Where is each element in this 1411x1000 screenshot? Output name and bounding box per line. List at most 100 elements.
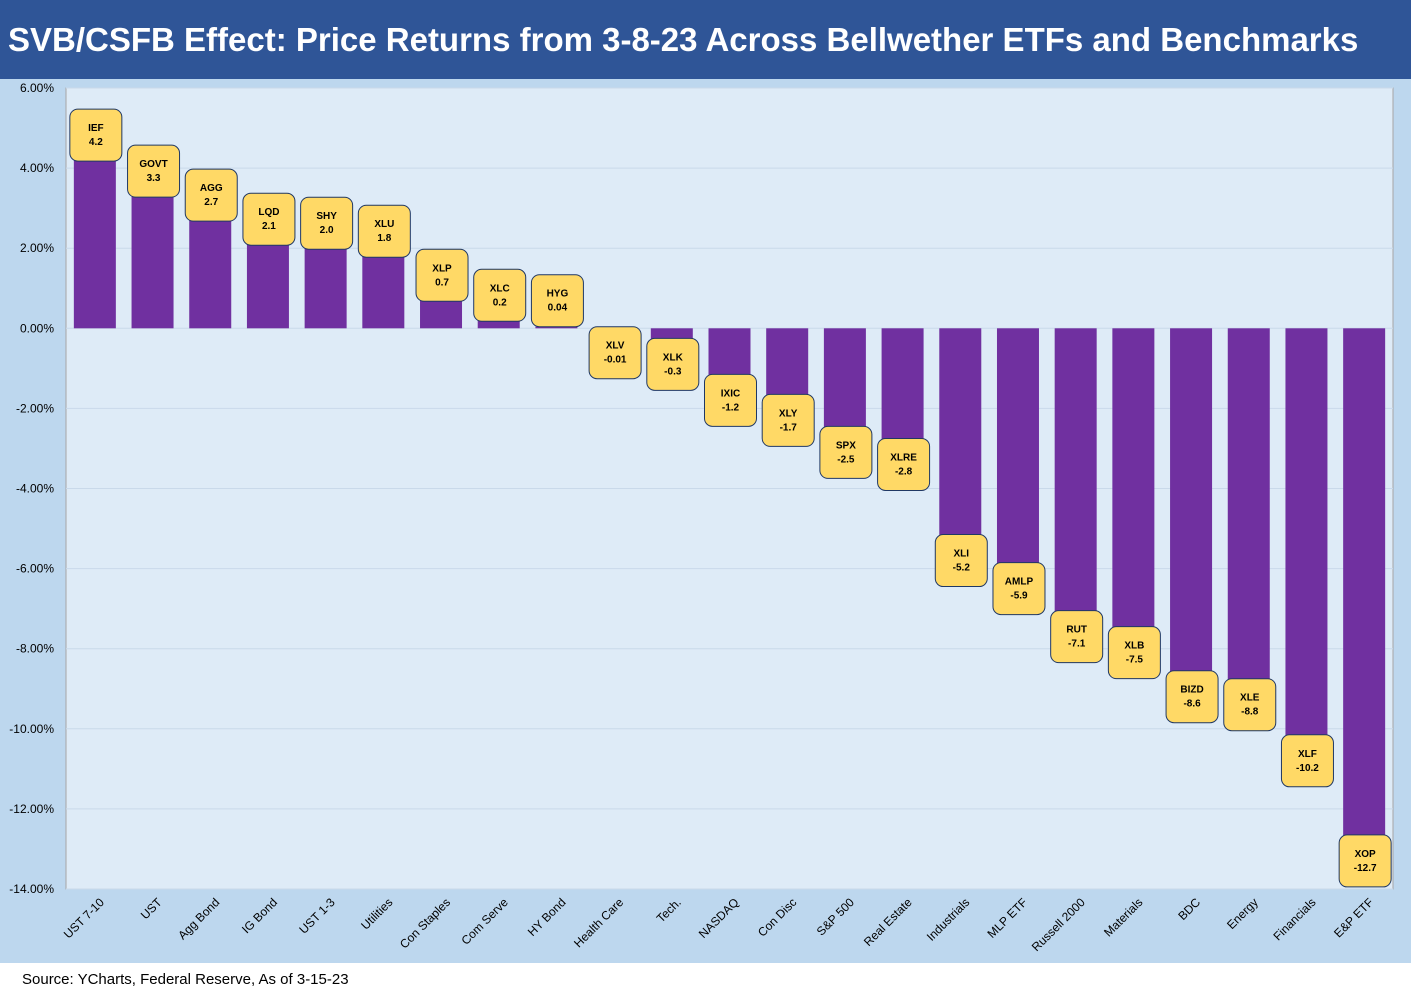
x-category-label: UST [138,895,165,922]
data-label-value: -0.3 [664,366,682,377]
chart-title: SVB/CSFB Effect: Price Returns from 3-8-… [0,0,1411,79]
y-tick-label: -14.00% [9,882,54,896]
x-category-label: MLP ETF [985,895,1031,941]
data-label-value: 2.7 [204,197,218,208]
x-category-label: Real Estate [861,895,915,949]
data-label-box [357,204,411,258]
data-label-value: 0.2 [493,297,507,308]
data-label-box [877,437,931,491]
bar [73,160,116,329]
data-label-ticker: RUT [1066,625,1087,636]
bar [1112,328,1155,629]
x-category-label: HY Bond [525,895,569,939]
x-category-label: Materials [1101,895,1145,939]
x-category-label: S&P 500 [814,895,857,938]
x-category-label: Industrials [924,895,973,944]
data-label-ticker: AMLP [1005,577,1034,588]
bar [823,328,866,429]
data-label-ticker: XLC [490,283,510,294]
y-tick-label: -12.00% [9,802,54,816]
data-label-box [1223,678,1277,732]
data-label-value: 2.0 [320,225,334,236]
data-label-value: -0.01 [604,355,627,366]
bar [939,328,982,537]
bar [1227,328,1270,681]
data-label-ticker: XLK [663,352,684,363]
x-category-label: IG Bond [239,895,280,936]
data-label-box [300,196,354,250]
data-label-value: -1.2 [722,402,740,413]
x-category-label: Con Disc [755,895,799,939]
data-label-ticker: XLY [779,408,798,419]
data-label-box [530,274,584,328]
x-category-label: Tech. [654,895,684,925]
x-category-label: BDC [1175,895,1203,923]
x-category-label: Health Care [571,895,626,950]
data-label-value: 2.1 [262,221,276,232]
x-category-label: UST 1-3 [296,895,338,937]
bar [1343,328,1386,837]
data-label-box [934,534,988,588]
data-label-value: -2.5 [837,454,855,465]
y-tick-label: 2.00% [20,241,54,255]
data-label-box [242,192,296,246]
bar [881,328,924,441]
bar [189,220,232,329]
data-label-box [1165,670,1219,724]
data-label-value: 3.3 [147,173,161,184]
data-label-value: -10.2 [1296,763,1319,774]
y-tick-label: 6.00% [20,81,54,95]
bar [246,244,289,329]
data-label-box [1050,610,1104,664]
data-label-value: 0.04 [548,303,568,314]
data-label-value: -5.2 [953,563,971,574]
x-category-label: Energy [1224,895,1261,932]
x-category-label: NASDAQ [696,895,742,941]
data-label-ticker: XLE [1240,693,1260,704]
data-label-box [819,425,873,479]
data-label-box [704,373,757,427]
x-category-label: Russell 2000 [1029,895,1088,954]
footer [0,963,1411,1000]
y-tick-label: -8.00% [16,642,54,656]
x-category-label: UST 7-10 [61,895,107,941]
data-label-box [992,562,1046,616]
bar [650,328,693,341]
data-label-box [127,144,181,198]
data-label-ticker: AGG [200,183,223,194]
data-label-ticker: XLRE [890,452,917,463]
data-label-box [1338,834,1392,888]
data-label-ticker: XLU [374,219,394,230]
data-label-box [473,268,527,322]
data-label-value: -8.6 [1183,699,1201,710]
data-label-value: 0.7 [435,277,449,288]
x-category-label: Financials [1270,895,1318,943]
bar [1054,328,1097,613]
data-label-box [1280,734,1334,788]
bar [1170,328,1213,673]
data-label-value: -8.8 [1241,707,1259,718]
data-label-ticker: BIZD [1180,685,1203,696]
data-label-value: -12.7 [1354,863,1377,874]
data-label-ticker: XLV [606,341,625,352]
data-label-value: -2.8 [895,466,913,477]
bar [477,320,520,329]
data-label-box [588,326,642,380]
y-tick-label: 0.00% [20,321,54,335]
data-label-value: -5.9 [1010,591,1028,602]
x-category-label: E&P ETF [1331,895,1376,940]
bar [996,328,1039,565]
data-label-box [415,248,469,302]
data-label-value: -7.5 [1126,655,1144,666]
x-category-label: Con Staples [397,895,453,951]
y-tick-label: -10.00% [9,722,54,736]
data-label-ticker: GOVT [139,159,167,170]
source-note: Source: YCharts, Federal Reserve, As of … [22,971,349,988]
bar [131,196,174,329]
y-tick-label: -2.00% [16,401,54,415]
bar [304,248,347,329]
data-label-ticker: IEF [88,123,104,134]
data-label-box [69,108,123,162]
data-label-box [646,337,700,391]
data-label-value: 1.8 [377,233,391,244]
